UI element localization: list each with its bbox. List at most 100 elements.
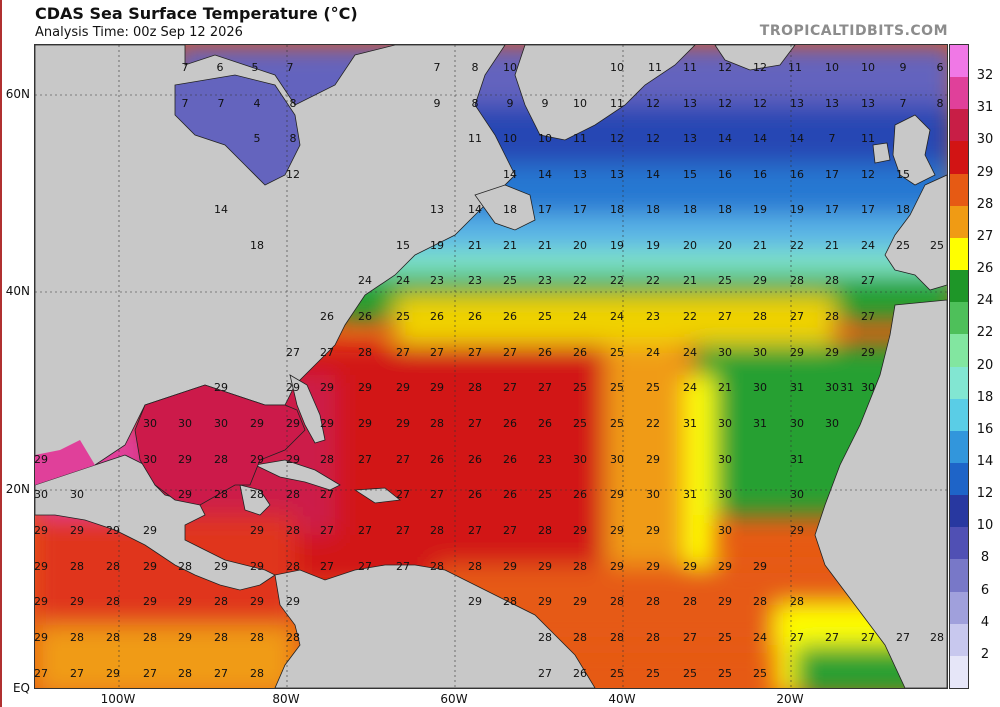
sst-value: 24 [683, 381, 697, 394]
sst-value: 28 [825, 310, 839, 323]
sst-value: 16 [718, 168, 732, 181]
sst-value: 30 [790, 488, 804, 501]
sst-value-labels: 7 6 5 7 7 8 10 10 11 11 12 12 11 10 10 9 6 7 7 4 8 9 8 9 9 10 11 12… [35, 61, 944, 680]
sst-value: 24 [683, 346, 697, 359]
sst-value: 27 [503, 381, 517, 394]
sst-value: 25 [753, 667, 767, 680]
sst-value: 27 [396, 346, 410, 359]
sst-value: 12 [718, 61, 732, 74]
map-canvas: 7 6 5 7 7 8 10 10 11 11 12 12 11 10 10 9 6 7 7 4 8 9 8 9 9 10 11 12… [35, 45, 947, 688]
sst-value: 29 [646, 560, 660, 573]
sst-value: 13 [683, 97, 697, 110]
colorbar-segment [950, 398, 968, 432]
sst-value: 28 [753, 595, 767, 608]
sst-value: 23 [468, 274, 482, 287]
sst-value: 29 [70, 595, 84, 608]
sst-value: 28 [214, 488, 228, 501]
sst-value: 30 [178, 417, 192, 430]
sst-value: 24 [573, 310, 587, 323]
sst-value: 26 [320, 310, 334, 323]
sst-value: 29 [610, 560, 624, 573]
colorbar-segment [950, 495, 968, 528]
sst-value: 25 [573, 381, 587, 394]
sst-value: 29 [250, 560, 264, 573]
sst-value: 29 [320, 417, 334, 430]
sst-value: 28 [286, 560, 300, 573]
colorbar-segment [950, 591, 968, 625]
uk [892, 114, 936, 186]
sst-value: 29 [790, 524, 804, 537]
sst-value: 29 [538, 560, 552, 573]
sst-value: 30 [753, 346, 767, 359]
sst-value: 23 [430, 274, 444, 287]
sst-value: 29 [250, 595, 264, 608]
sst-value: 30 [70, 488, 84, 501]
sst-value: 29 [573, 524, 587, 537]
sst-value: 26 [468, 310, 482, 323]
sst-value: 21 [683, 274, 697, 287]
sst-value: 25 [683, 667, 697, 680]
colorbar-segment [950, 430, 968, 464]
sst-value: 19 [430, 239, 444, 252]
sst-value: 29 [396, 381, 410, 394]
sst-value: 29 [358, 381, 372, 394]
sst-value: 30 [143, 453, 157, 466]
colorbar-segment [950, 270, 968, 303]
sst-value: 29 [396, 417, 410, 430]
sst-value: 26 [430, 453, 444, 466]
sst-value: 24 [396, 274, 410, 287]
sst-value: 29 [250, 453, 264, 466]
sst-value: 12 [861, 168, 875, 181]
sst-value: 25 [610, 346, 624, 359]
sst-value: 7 [434, 61, 441, 74]
sst-value: 28 [646, 595, 660, 608]
graticule [35, 45, 947, 688]
sst-value: 24 [753, 631, 767, 644]
sst-value: 25 [538, 488, 552, 501]
sst-value: 28 [430, 417, 444, 430]
sst-value: 28 [250, 667, 264, 680]
sst-value: 29 [35, 560, 48, 573]
sst-value: 18 [896, 203, 910, 216]
hispaniola [353, 487, 401, 504]
colorbar-segment [950, 45, 968, 78]
sst-value: 11 [468, 132, 482, 145]
sst-value: 29 [286, 381, 300, 394]
sst-value: 29 [430, 381, 444, 394]
sst-value: 29 [358, 417, 372, 430]
europe [884, 174, 947, 291]
sst-value: 28 [503, 595, 517, 608]
sst-value: 29 [286, 595, 300, 608]
sst-value: 14 [468, 203, 482, 216]
sst-value: 29 [178, 488, 192, 501]
sst-value: 27 [320, 488, 334, 501]
sst-value: 30 [214, 417, 228, 430]
sst-value: 7 [287, 61, 294, 74]
sst-value: 29 [538, 595, 552, 608]
sst-value: 28 [538, 524, 552, 537]
sst-value: 27 [503, 524, 517, 537]
sst-value: 25 [573, 417, 587, 430]
sst-value: 29 [503, 560, 517, 573]
sst-value: 29 [214, 560, 228, 573]
lat-label-20n: 20N [5, 482, 30, 496]
sst-value: 12 [610, 132, 624, 145]
sst-value: 11 [648, 61, 662, 74]
map-title: CDAS Sea Surface Temperature (°C) [35, 4, 358, 23]
sst-value: 28 [106, 631, 120, 644]
sst-value: 27 [320, 524, 334, 537]
sst-value: 31 [683, 488, 697, 501]
colorbar-label: 27 [976, 228, 994, 244]
sst-value: 26 [503, 310, 517, 323]
sst-value: 28 [214, 453, 228, 466]
colorbar-label: 32 [976, 68, 994, 84]
sst-value: 29 [468, 595, 482, 608]
sst-map: 7 6 5 7 7 8 10 10 11 11 12 12 11 10 10 9 6 7 7 4 8 9 8 9 9 10 11 12… [34, 44, 948, 689]
sst-value: 8 [937, 97, 944, 110]
sst-value: 7 [218, 97, 225, 110]
sst-value: 24 [646, 346, 660, 359]
colorbar-segment [950, 302, 968, 335]
sst-value: 26 [358, 310, 372, 323]
sst-value: 29 [178, 631, 192, 644]
sst-value: 30 [143, 417, 157, 430]
